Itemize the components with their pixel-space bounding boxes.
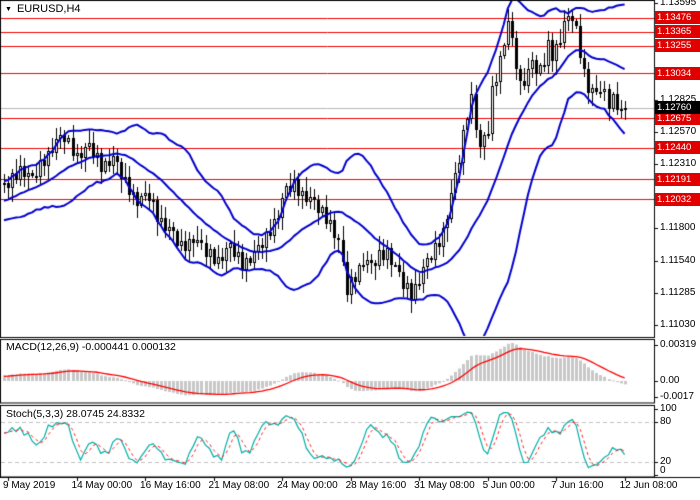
price-axis[interactable]	[654, 0, 700, 478]
symbol-timeframe-button[interactable]: ▼ EURUSD,H4	[5, 3, 81, 15]
symbol-timeframe-label: EURUSD,H4	[16, 3, 81, 15]
triangle-down-icon: ▼	[5, 5, 12, 13]
time-axis[interactable]	[0, 478, 700, 500]
